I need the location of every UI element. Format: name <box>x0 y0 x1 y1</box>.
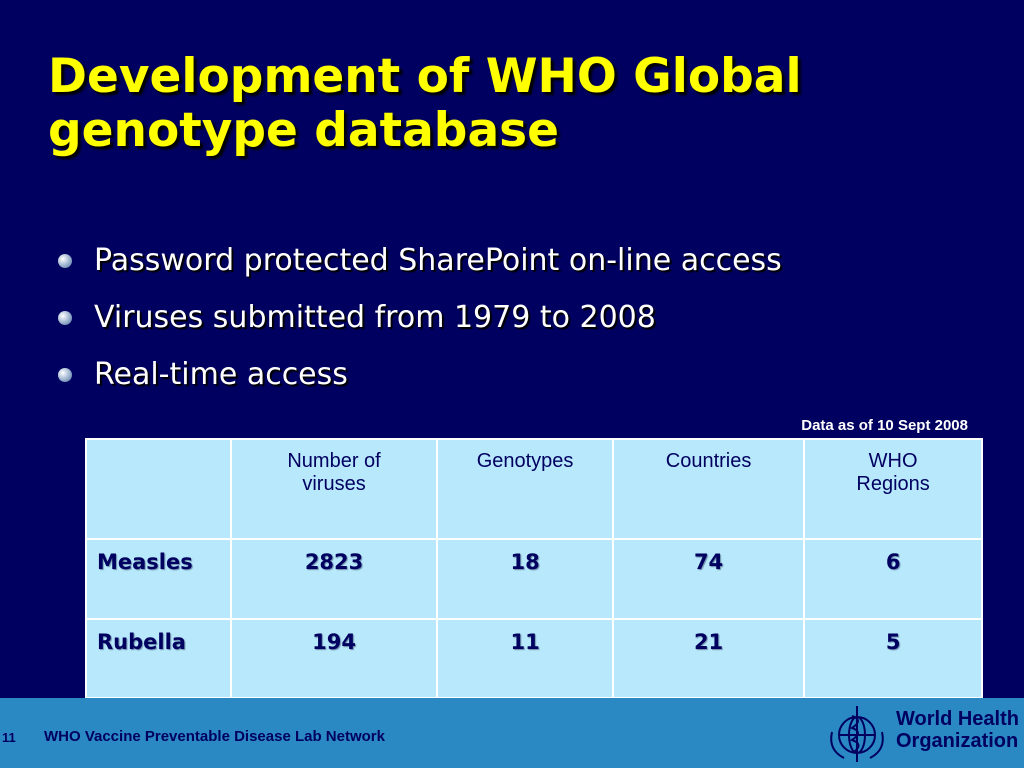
who-emblem <box>830 706 884 762</box>
bullet: Password protected SharePoint on-line ac… <box>58 232 782 289</box>
title-line: Development of WHO Global <box>48 49 802 104</box>
note: Data as of 10 Sept 2008 <box>801 417 968 434</box>
header-cell: WHO Regions <box>803 438 983 540</box>
cell: 74 <box>611 538 806 620</box>
logo-text: World Health Organization <box>896 708 1019 752</box>
header-cell: Countries <box>611 438 806 540</box>
title-line: genotype database <box>48 103 560 158</box>
logo-line: Organization <box>896 730 1019 752</box>
cell: 21 <box>611 617 806 699</box>
bullet-list: Password protected SharePoint on-line ac… <box>58 232 782 403</box>
table-row: Rubella 194 11 21 5 <box>85 617 983 699</box>
title: Development of WHO Global genotype datab… <box>48 50 802 158</box>
footer: 11 WHO Vaccine Preventable Disease Lab N… <box>0 698 1024 768</box>
row-name: Measles <box>85 538 232 620</box>
cell: 18 <box>436 538 614 620</box>
cell: 2823 <box>229 538 439 620</box>
logo-line: World Health <box>896 708 1019 730</box>
corner-cell <box>85 438 232 540</box>
bullet: Real-time access <box>58 346 782 403</box>
header-cell: Genotypes <box>436 438 614 540</box>
row-name: Rubella <box>85 617 232 699</box>
cell: 5 <box>803 617 983 699</box>
cell: 6 <box>803 538 983 620</box>
footer-text: WHO Vaccine Preventable Disease Lab Netw… <box>44 728 385 745</box>
data-table: Number of viruses Genotypes Countries WH… <box>85 438 983 699</box>
cell: 11 <box>436 617 614 699</box>
table-row: Measles 2823 18 74 6 <box>85 538 983 620</box>
header-cell: Number of viruses <box>229 438 439 540</box>
page-number: 11 <box>2 730 16 745</box>
cell: 194 <box>229 617 439 699</box>
bullet: Viruses submitted from 1979 to 2008 <box>58 289 782 346</box>
header-row: Number of viruses Genotypes Countries WH… <box>85 438 983 540</box>
